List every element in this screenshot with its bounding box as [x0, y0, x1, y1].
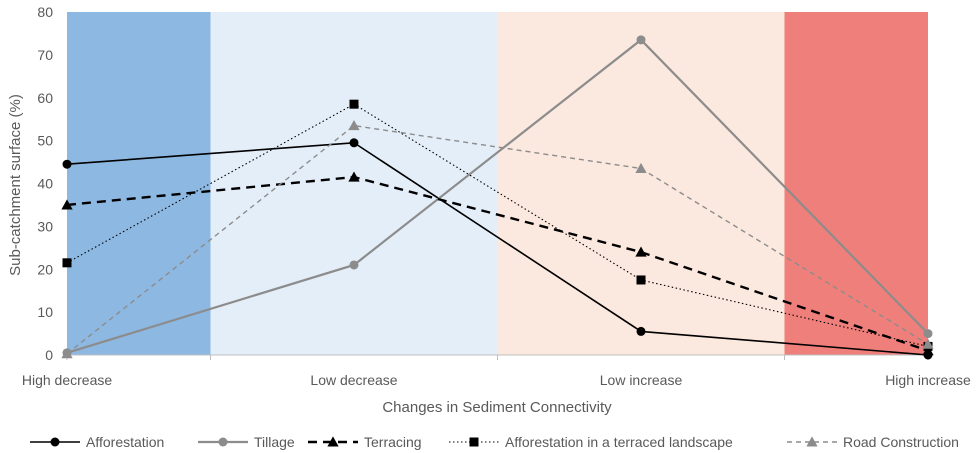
y-tick-label: 0 — [45, 347, 53, 363]
marker-triangle — [806, 436, 818, 447]
connectivity-bands — [67, 12, 928, 355]
marker-triangle — [635, 246, 647, 257]
marker-circle — [218, 437, 228, 447]
marker-circle — [62, 159, 72, 169]
y-tick-label: 10 — [37, 304, 53, 320]
marker-square — [62, 258, 72, 268]
marker-circle — [349, 260, 359, 270]
x-tick-label: Low increase — [600, 372, 683, 388]
legend-label: Afforestation in a terraced landscape — [505, 434, 733, 450]
band-high-increase — [784, 12, 928, 355]
marker-triangle — [61, 199, 73, 210]
series-line — [66, 103, 929, 347]
marker-square — [469, 437, 479, 447]
y-tick-label: 80 — [37, 4, 53, 20]
marker-circle — [923, 329, 933, 339]
marker-triangle — [348, 119, 360, 131]
y-tick-label: 70 — [37, 47, 53, 63]
legend-label: Road Construction — [843, 434, 959, 450]
legend: Afforestation Tillage Terracing Afforestati… — [30, 434, 959, 450]
y-tick-label: 20 — [37, 261, 53, 277]
marker-circle — [636, 35, 646, 45]
legend-item-terracing: Terracing — [308, 434, 422, 450]
x-tick-label: Low decrease — [310, 372, 397, 388]
legend-item-afforestation: Afforestation — [30, 434, 164, 450]
series-line — [66, 175, 929, 352]
axes: 0 10 20 30 40 50 60 70 80 High decrease Low decrea… — [22, 4, 971, 388]
band-high-decrease — [67, 12, 211, 355]
y-tick-label: 50 — [37, 133, 53, 149]
marker-triangle — [635, 162, 647, 173]
marker-square — [636, 275, 646, 285]
marker-triangle — [922, 338, 934, 349]
marker-square — [349, 99, 359, 109]
legend-label: Terracing — [364, 434, 422, 450]
legend-item-tillage: Tillage — [198, 434, 295, 450]
legend-item-afforestation-in-a-terraced-landscape: Afforestation in a terraced landscape — [449, 434, 733, 450]
marker-circle — [349, 138, 359, 148]
series-road-construction — [61, 119, 934, 359]
marker-circle — [50, 437, 60, 447]
marker-circle — [636, 326, 646, 336]
y-axis-title: Sub-catchment surface (%) — [7, 94, 24, 276]
series-line — [66, 141, 929, 356]
y-tick-label: 40 — [37, 176, 53, 192]
y-tick-label: 60 — [37, 90, 53, 106]
x-axis-title: Changes in Sediment Connectivity — [382, 399, 612, 416]
series-line — [66, 124, 929, 355]
y-tick-label: 30 — [37, 218, 53, 234]
band-low-increase — [497, 12, 785, 355]
marker-triangle — [327, 436, 339, 447]
band-low-decrease — [210, 12, 498, 355]
legend-label: Afforestation — [86, 434, 164, 450]
series-line — [66, 38, 929, 354]
series-lines — [61, 35, 934, 360]
legend-label: Tillage — [254, 434, 295, 450]
legend-item-road-construction: Road Construction — [787, 434, 959, 450]
marker-triangle — [348, 171, 360, 182]
x-tick-label: High increase — [885, 372, 971, 388]
marker-triangle — [61, 348, 73, 359]
x-tick-label: High decrease — [22, 372, 112, 388]
